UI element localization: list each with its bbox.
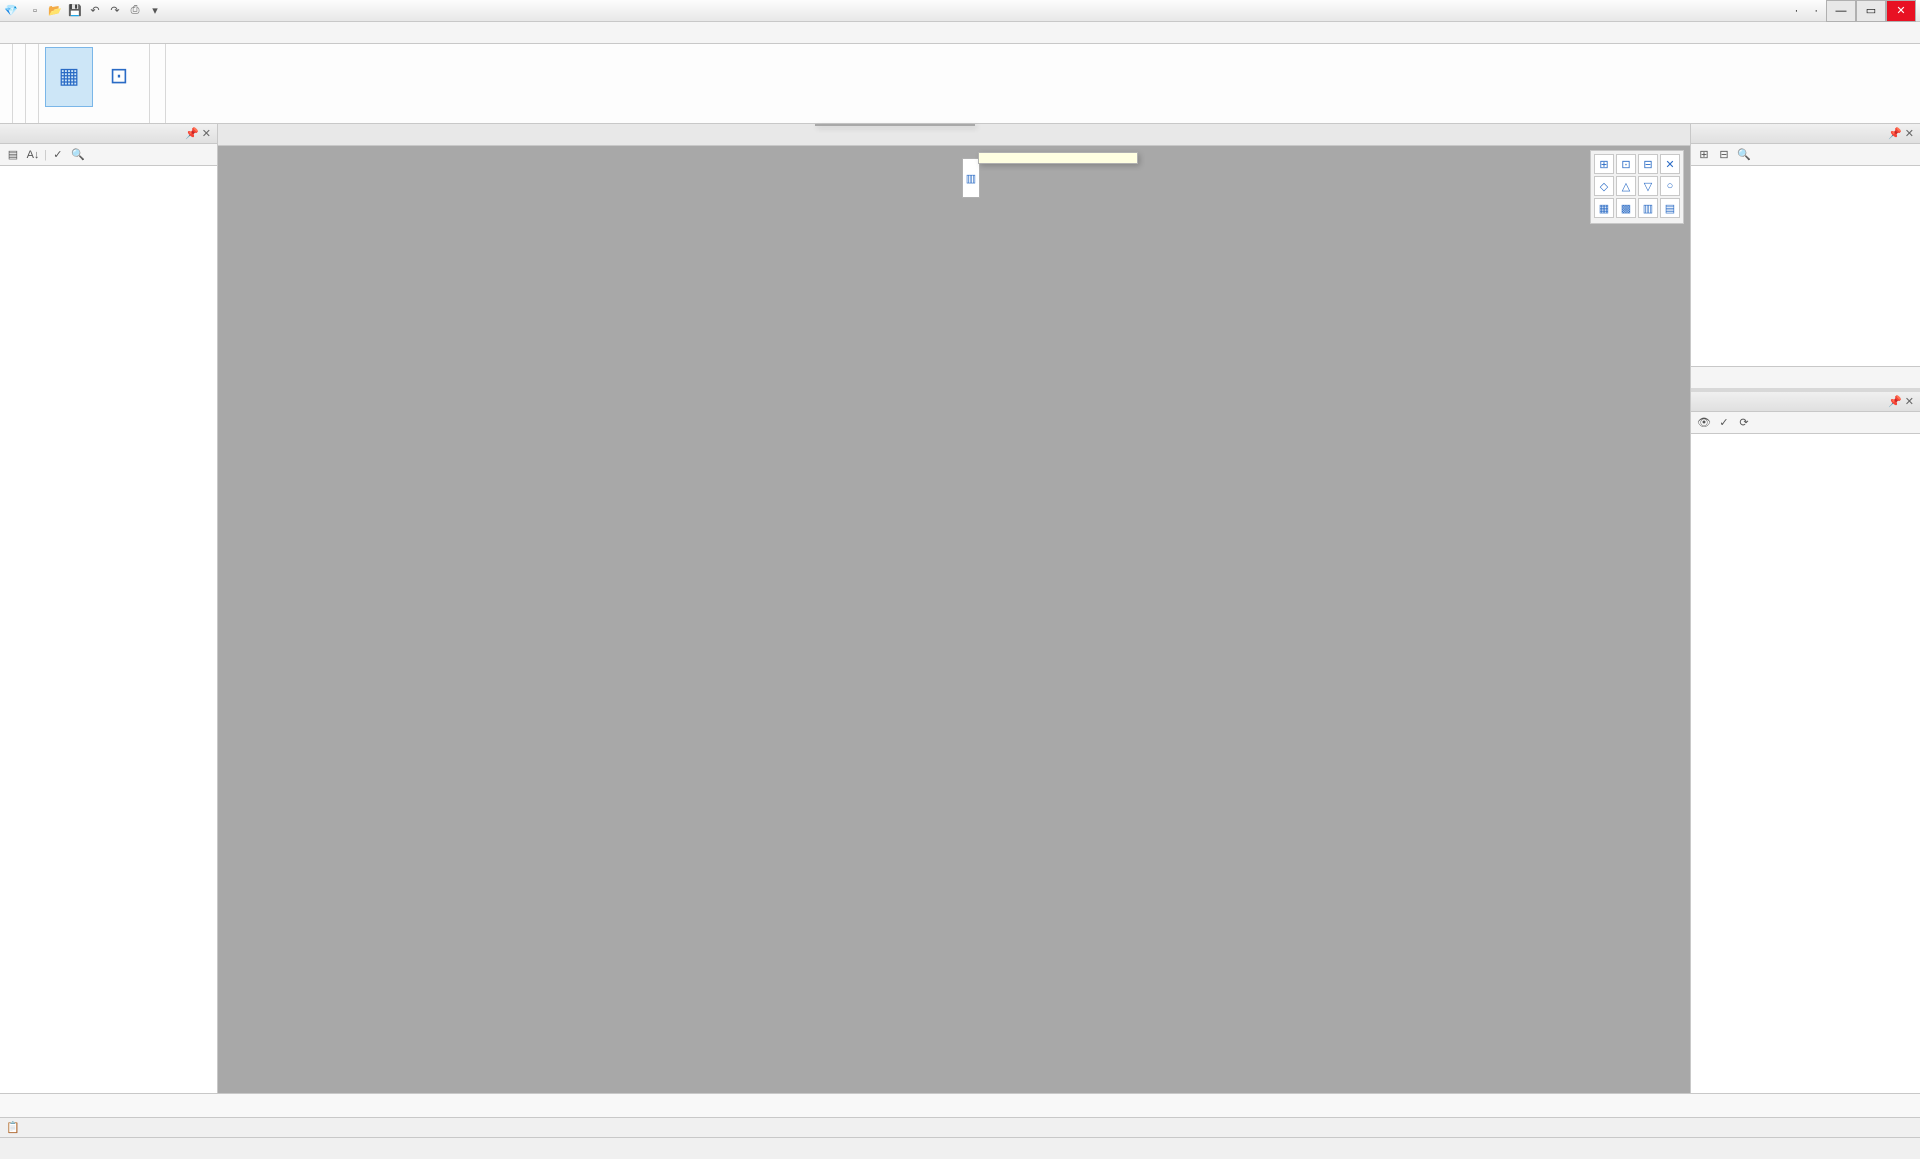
vp-btn[interactable]: △ [1616, 176, 1636, 196]
prop-cat[interactable]: ▤ [4, 146, 22, 164]
viewport[interactable]: ⊞⊡⊟✕ ◇△▽○ ▦▩▥▤ [218, 146, 1690, 1117]
viewport-toolbar: ⊞⊡⊟✕ ◇△▽○ ▦▩▥▤ [1590, 150, 1684, 224]
vp-btn[interactable]: ▩ [1616, 198, 1636, 218]
right-panels: 📌 ✕ ⊞⊟🔍 📌 ✕ 👁✓⟳ [1690, 124, 1920, 1117]
pin-icon[interactable]: 📌 ✕ [1888, 395, 1914, 408]
document-tabs [218, 124, 1690, 146]
quick-access-toolbar: ▫ 📂 💾 ↶ ↷ ⎙ ▾ [22, 2, 164, 20]
pin-icon[interactable]: 📌 ✕ [1888, 127, 1914, 140]
tree-btn[interactable]: ⊟ [1715, 146, 1733, 164]
ribbon-tabs [0, 22, 1920, 44]
view-btn[interactable]: ✓ [1715, 414, 1733, 432]
check-button[interactable]: ▦ [45, 47, 93, 107]
views-tree[interactable] [1691, 434, 1920, 1095]
property-grid[interactable] [0, 166, 217, 1095]
vp-btn[interactable]: ▥ [1638, 198, 1658, 218]
tooltip [978, 152, 1138, 164]
prop-az[interactable]: A↓ [24, 146, 42, 164]
qat-more[interactable]: ▾ [146, 2, 164, 20]
vp-btn[interactable]: ⊟ [1638, 154, 1658, 174]
status-bar [0, 1137, 1920, 1159]
vp-btn[interactable]: ○ [1660, 176, 1680, 196]
qat-new[interactable]: ▫ [26, 2, 44, 20]
properties-panel: 📌 ✕ ▤ A↓ | ✓ 🔍 [0, 124, 218, 1117]
max-button[interactable]: ▭ [1856, 0, 1886, 22]
view-btn[interactable]: 👁 [1695, 414, 1713, 432]
vp-btn[interactable]: ⊞ [1594, 154, 1614, 174]
tree-btn[interactable]: 🔍 [1735, 146, 1753, 164]
vp-btn[interactable]: ✕ [1660, 154, 1680, 174]
min-button[interactable]: — [1826, 0, 1856, 22]
command-toolbar [0, 1093, 1920, 1117]
qat-open[interactable]: 📂 [46, 2, 64, 20]
structure-tree[interactable] [1691, 166, 1920, 366]
vp-btn[interactable]: ◇ [1594, 176, 1614, 196]
app-logo: 💎 [0, 0, 22, 22]
prop-search[interactable]: 🔍 [69, 146, 87, 164]
service-bar: 📋 [0, 1117, 1920, 1137]
tree-btn[interactable]: ⊞ [1695, 146, 1713, 164]
view-btn[interactable]: ⟳ [1735, 414, 1753, 432]
prop-check[interactable]: ✓ [49, 146, 67, 164]
center-area: ⊞⊡⊟✕ ◇△▽○ ▦▩▥▤ [218, 124, 1690, 1117]
prop-toolbar: ▤ A↓ | ✓ 🔍 [0, 144, 217, 166]
model-canvas[interactable] [218, 226, 1690, 1117]
qat-print[interactable]: ⎙ [126, 2, 144, 20]
open-button[interactable]: ⊡ [95, 47, 143, 107]
close-button[interactable]: ✕ [1886, 0, 1916, 22]
ribbon: ▦ ⊡ ▥ [0, 44, 1920, 124]
tooltip-icon: ▥ [962, 158, 980, 198]
pin-icon[interactable]: 📌 ✕ [185, 127, 211, 140]
vp-btn[interactable]: ▦ [1594, 198, 1614, 218]
check-dropdown [815, 124, 975, 126]
vp-btn[interactable]: ▽ [1638, 176, 1658, 196]
vp-btn[interactable]: ▤ [1660, 198, 1680, 218]
qat-undo[interactable]: ↶ [86, 2, 104, 20]
vp-btn[interactable]: ⊡ [1616, 154, 1636, 174]
title-bar: 💎 ▫ 📂 💾 ↶ ↷ ⎙ ▾ · · — ▭ ✕ [0, 0, 1920, 22]
qat-redo[interactable]: ↷ [106, 2, 124, 20]
qat-save[interactable]: 💾 [66, 2, 84, 20]
